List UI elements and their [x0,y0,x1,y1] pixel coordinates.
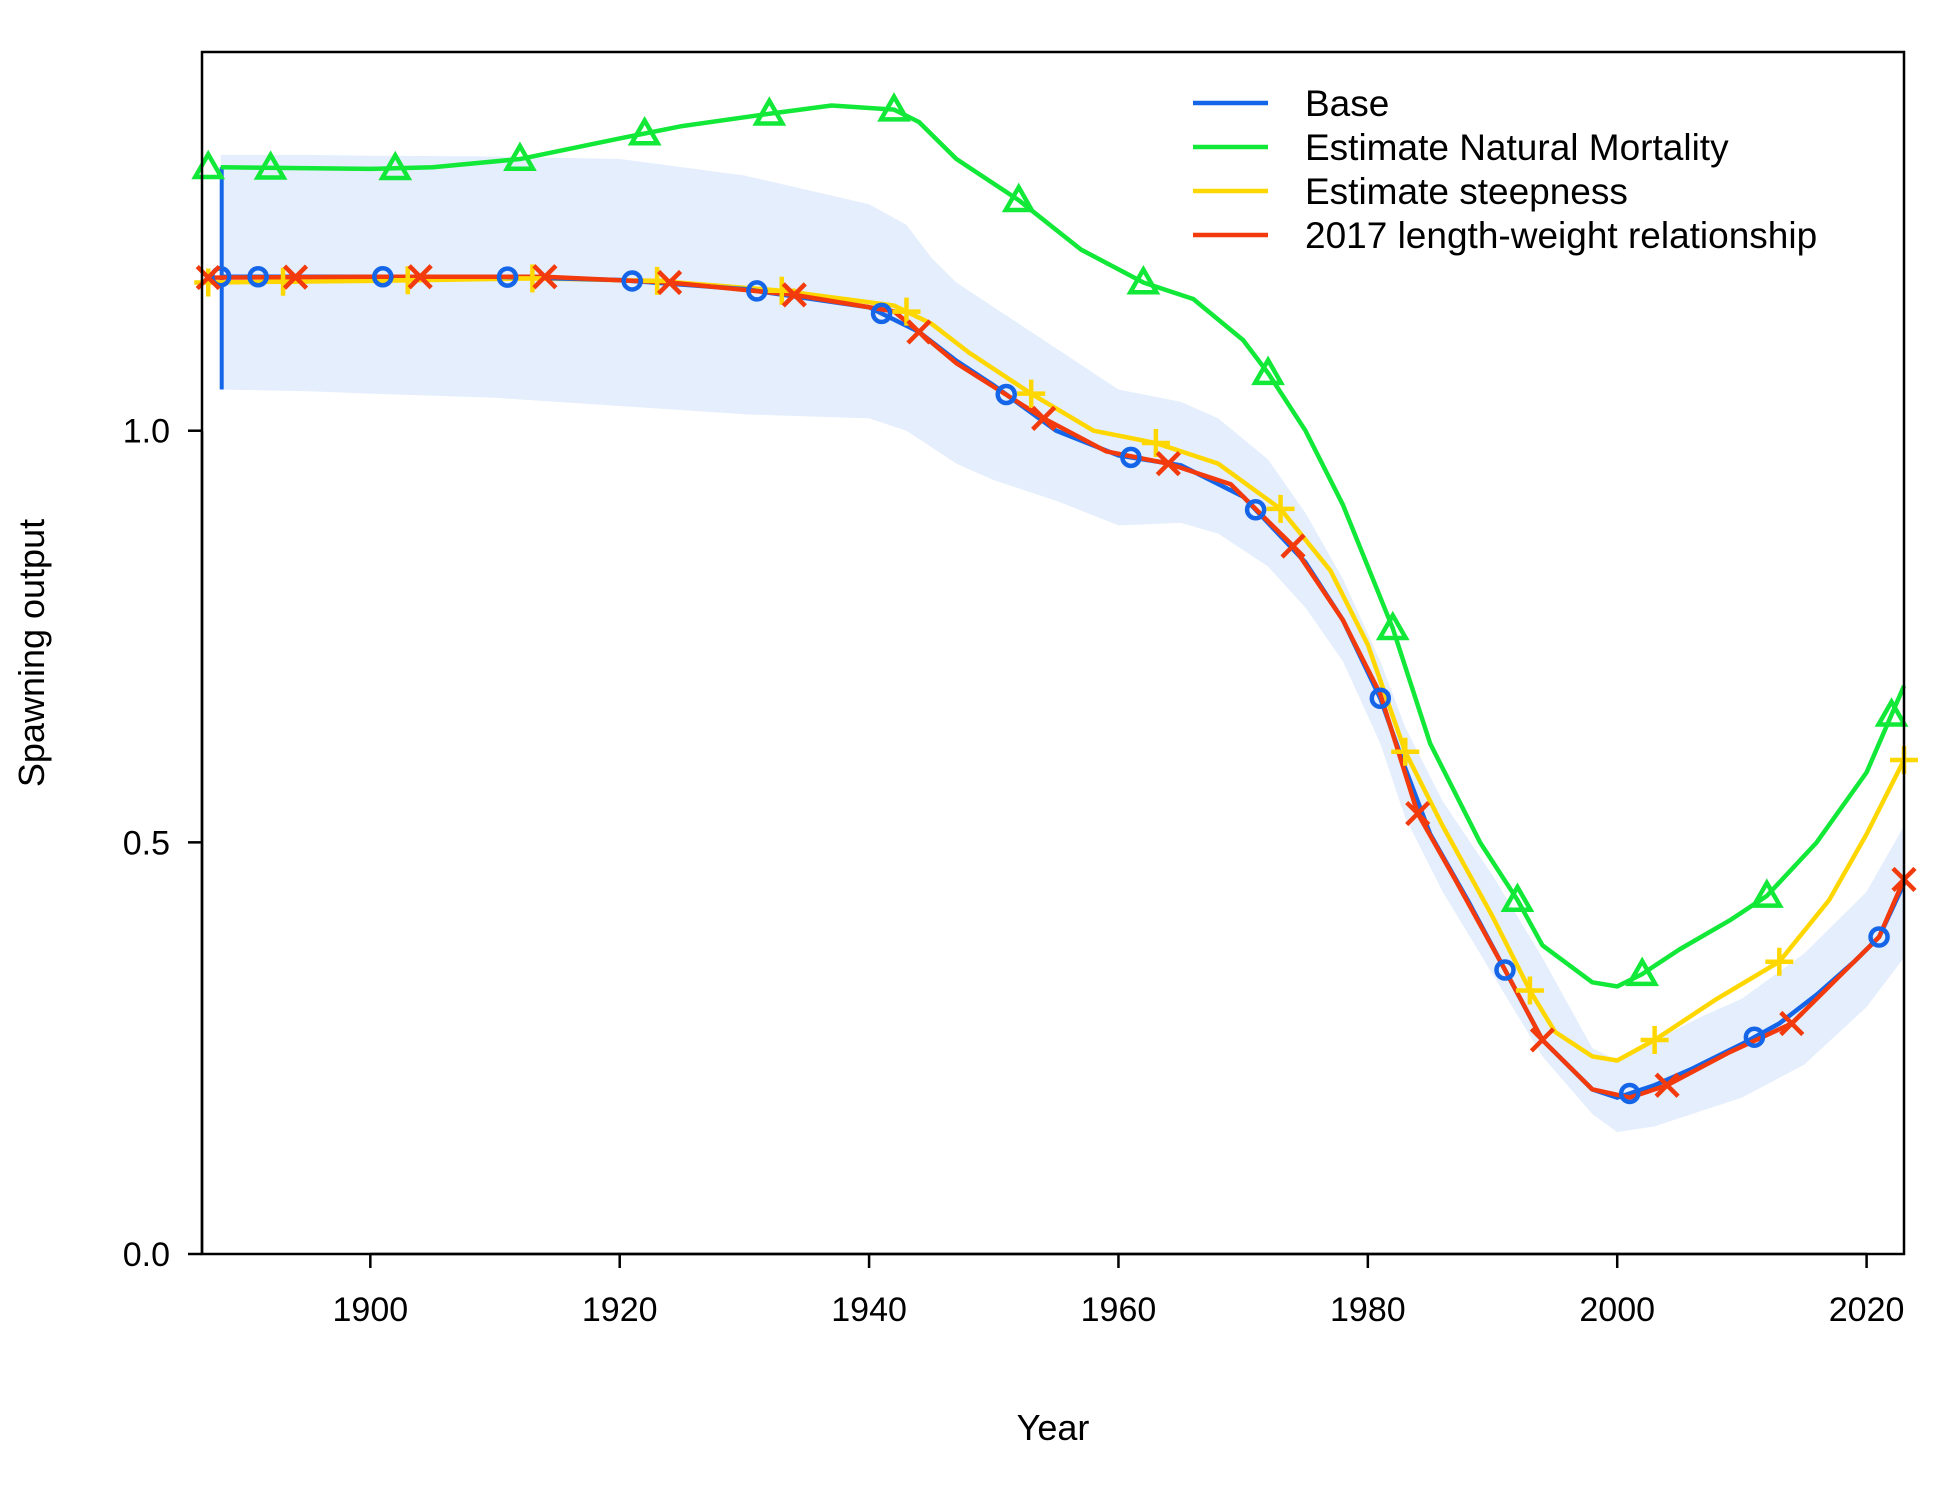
series-2-point-8 [1141,429,1170,458]
x-tick-label-0: 1900 [333,1291,409,1329]
series-line-1 [220,103,1907,989]
series-3-point-6 [906,319,932,345]
series-0-point-2 [372,266,394,288]
series-3-point-3 [532,264,558,290]
series-0-point-1 [247,266,269,288]
series-0-point-12 [1618,1082,1641,1105]
axes-layer: 1900 1920 1940 1960 1980 2000 2020 0.0 0.5 1.0 [123,413,1905,1329]
series-1-point-2 [378,150,413,181]
series-0-point-10 [1369,687,1392,710]
y-tick-label-1: 0.5 [123,824,170,862]
series-1-point-7 [1001,182,1036,213]
series-1-point-12 [1625,956,1660,987]
series-3-point-13 [1779,1010,1805,1037]
series-line-3 [208,274,1907,1100]
series-3-point-2 [407,264,433,290]
series-2-point-10 [1391,737,1420,766]
series-2-point-12 [1640,1025,1669,1054]
series-3-point-7 [1031,405,1057,431]
series-3-point-9 [1280,533,1306,559]
series-1-point-5 [752,96,787,126]
series-0-point-4 [621,270,643,292]
series-3-point-1 [282,264,309,290]
x-tick-label-2: 1940 [831,1291,907,1329]
series-0-point-11 [1494,959,1516,981]
series-0-point-3 [496,266,519,288]
series-1-point-1 [253,150,288,180]
legend-label-1: Estimate Natural Mortality [1305,127,1729,168]
series-2-point-9 [1266,494,1295,523]
series-1-point-8 [1126,264,1161,295]
series-3-point-5 [781,282,807,308]
series-1-point-4 [627,115,662,146]
series-1-point-0 [191,149,226,180]
y-tick-label-0: 0.0 [123,1236,170,1274]
series-3-point-8 [1155,451,1181,477]
series-1-point-11 [1500,882,1535,912]
base-confidence-band [220,154,1905,1133]
series-3-point-4 [656,269,683,296]
series-3-point-12 [1654,1072,1680,1098]
series-2-point-11 [1515,976,1544,1005]
series-0-point-13 [1743,1026,1766,1048]
series-markers-layer [191,92,1918,1105]
legend-label-2: Estimate steepness [1305,171,1628,212]
y-tick-label-2: 1.0 [123,413,170,451]
x-tick-label-4: 1980 [1330,1291,1406,1329]
x-axis-title: Year [1017,1407,1090,1448]
series-1-point-6 [877,92,911,122]
x-tick-label-5: 2000 [1579,1291,1655,1329]
series-0-point-6 [870,302,893,325]
x-tick-label-3: 1960 [1081,1291,1157,1329]
series-lines-layer [208,103,1907,1100]
series-0-point-7 [995,383,1017,406]
series-line-2 [208,276,1907,1063]
series-0-point-14 [1868,926,1890,948]
series-2-point-13 [1765,947,1794,976]
series-1-point-10 [1375,610,1410,641]
series-1-point-9 [1251,355,1285,386]
series-0-point-9 [1244,498,1267,521]
legend-label-0: Base [1305,83,1389,124]
series-0-point-5 [746,280,768,302]
series-2-point-6 [892,297,921,326]
series-2-point-7 [1017,379,1046,408]
series-1-point-13 [1749,878,1784,908]
series-1-point-3 [503,141,537,172]
series-3-point-11 [1529,1027,1555,1053]
series-0-point-8 [1120,446,1142,469]
plot-frame [200,50,1906,1256]
series-3-point-10 [1405,800,1431,827]
series-1-point-14 [1874,697,1909,727]
legend-label-3: 2017 length-weight relationship [1305,215,1817,256]
x-tick-label-6: 2020 [1829,1291,1905,1329]
y-axis-title: Spawning output [11,519,52,787]
x-tick-label-1: 1920 [582,1291,658,1329]
